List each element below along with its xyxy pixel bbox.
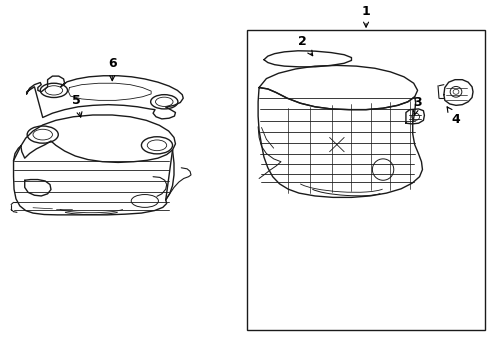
- Text: 4: 4: [446, 107, 459, 126]
- Text: 2: 2: [298, 35, 312, 56]
- Text: 5: 5: [72, 94, 82, 117]
- Bar: [246, 31, 484, 330]
- Text: 1: 1: [361, 5, 370, 27]
- Text: 6: 6: [108, 57, 116, 81]
- Text: 3: 3: [412, 96, 421, 115]
